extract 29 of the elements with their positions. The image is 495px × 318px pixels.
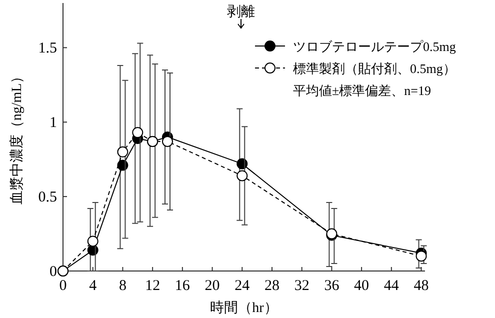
point xyxy=(162,136,173,147)
x-tick-label: 40 xyxy=(354,278,370,294)
x-tick-label: 44 xyxy=(384,278,400,294)
annotations: 剥離 xyxy=(227,5,255,29)
point xyxy=(416,250,427,262)
y-tick-label: 1 xyxy=(50,115,57,132)
point xyxy=(117,146,128,158)
y-tick-label: 1.5 xyxy=(38,40,57,57)
x-tick-label: 36 xyxy=(324,278,340,294)
annotation: 剥離 xyxy=(227,4,255,20)
x-tick-label: 16 xyxy=(174,278,190,294)
legend-label: ツロブテロールテープ0.5mg xyxy=(293,39,456,54)
y-tick-label: 0 xyxy=(50,264,57,280)
x-tick-label: 48 xyxy=(414,278,429,294)
x-tick-label: 8 xyxy=(118,278,126,294)
x-tick-label: 24 xyxy=(234,278,250,294)
x-tick-label: 32 xyxy=(294,278,310,294)
point xyxy=(87,236,98,247)
point xyxy=(236,170,248,182)
x-tick-label: 20 xyxy=(204,278,220,294)
annotation: 平均値±標準偏差、n=19 xyxy=(293,83,431,98)
y-tick-label: 0.5 xyxy=(38,190,57,206)
x-tick-label: 12 xyxy=(145,278,160,294)
point xyxy=(132,127,144,138)
x-tick-label: 4 xyxy=(89,278,98,294)
y-axis-title: 血漿中濃度（ng/mL） xyxy=(9,69,25,205)
x-axis-title: 時間（hr） xyxy=(210,300,278,316)
x-tick-label: 28 xyxy=(264,278,280,294)
legend-label: 標準製剤（貼付剤、0.5mg） xyxy=(293,61,456,76)
